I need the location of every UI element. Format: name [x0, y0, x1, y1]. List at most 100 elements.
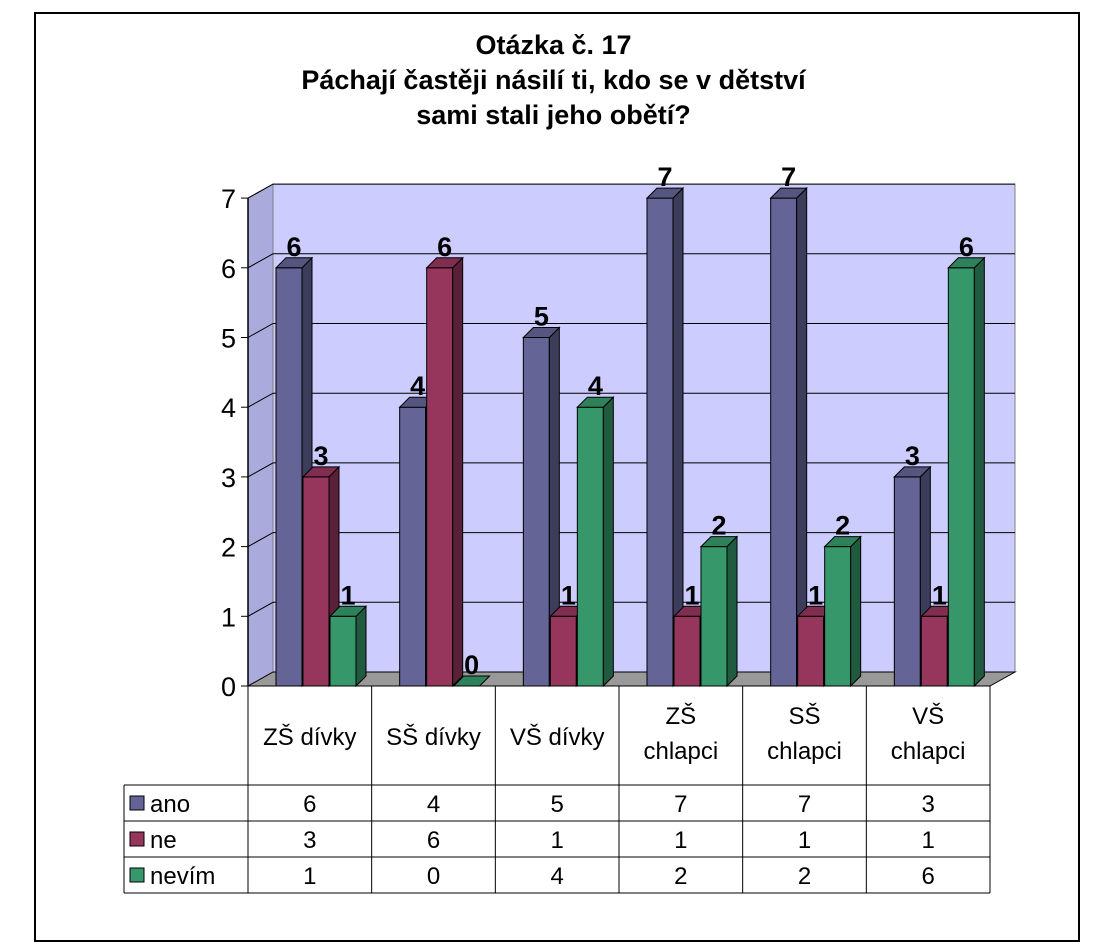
bar-front [646, 197, 674, 687]
gridline [247, 532, 1015, 548]
data-label: 6 [286, 232, 301, 262]
category-label: SŠ [788, 702, 820, 730]
table-cell: 1 [303, 863, 316, 890]
bar-front [824, 546, 852, 687]
table-cell: 2 [674, 863, 687, 890]
bar-top [328, 605, 368, 617]
bar-top [576, 396, 615, 408]
bar-side [973, 256, 985, 688]
category-label: chlapci [891, 738, 966, 765]
bar-front [920, 615, 948, 687]
data-label: 7 [657, 162, 672, 192]
table-cell: 1 [798, 827, 811, 854]
bar-front [549, 615, 577, 687]
bar-top [452, 675, 491, 687]
data-label: 3 [905, 441, 920, 471]
y-tick-label: 2 [221, 533, 236, 563]
bar-top [645, 187, 685, 199]
table-cell: 6 [921, 863, 934, 890]
y-tick-label: 4 [221, 393, 236, 423]
table-cell: 1 [921, 827, 934, 854]
category-label: chlapci [767, 738, 842, 765]
table-cell: 4 [550, 863, 563, 890]
bar-chart-3d: 0 1 2 3 4 5 6 7 6 4 5 7 7 3 3 6 1 1 1 1 1 0 4 2 2 6 ZŠ dívky SŠ dív… [123, 162, 1017, 894]
bar-front [426, 267, 454, 687]
bar-top [699, 536, 739, 548]
data-label: 1 [561, 580, 576, 610]
data-label: 5 [534, 302, 549, 332]
bar-top [522, 327, 561, 338]
y-tick-label: 5 [221, 324, 236, 354]
y-tick-label: 7 [221, 184, 236, 214]
bar-nevím [576, 395, 615, 688]
table-cell: 6 [303, 791, 316, 818]
table-cell: 2 [798, 863, 811, 890]
data-table: ZŠ dívky SŠ dívky VŠ dívky ZŠ chlapci SŠ chlap… [123, 686, 991, 894]
bar-top [893, 466, 932, 478]
data-label: 2 [835, 511, 850, 541]
bar-top [947, 257, 986, 269]
data-label: 6 [437, 232, 452, 262]
bar-front [399, 406, 427, 687]
bar-ano [274, 256, 314, 688]
bar-front [947, 267, 975, 687]
data-label: 3 [313, 441, 328, 471]
y-tick-label: 1 [221, 602, 236, 632]
bar-side [355, 605, 367, 688]
legend-label: ne [150, 827, 177, 854]
table-cell: 3 [303, 827, 316, 854]
legend-key [129, 795, 145, 811]
table-cell: 3 [921, 791, 934, 818]
gridline [247, 183, 1015, 199]
legend-key [129, 867, 145, 883]
bar-front [700, 546, 728, 687]
chart-title: Otázka č. 17 Páchají častěji násilí ti, … [0, 28, 1107, 133]
bar-side [726, 535, 738, 688]
legend-label: ano [150, 791, 190, 818]
bar-front [770, 197, 798, 687]
data-label: 4 [588, 371, 603, 401]
category-label: VŠ [912, 702, 944, 730]
bar-front [576, 406, 604, 687]
bar-side [850, 535, 862, 688]
bar-nevím [947, 256, 986, 688]
bar-ano [522, 326, 561, 688]
data-label: 6 [959, 232, 974, 262]
gridline [247, 462, 1015, 478]
data-label: 7 [781, 162, 796, 192]
table-cell: 5 [550, 791, 563, 818]
table-cell: 4 [427, 791, 440, 818]
y-tick-label: 3 [221, 463, 236, 493]
gridline [247, 253, 1015, 269]
category-label: chlapci [643, 738, 718, 765]
bar-ne [425, 256, 464, 688]
bar-side [602, 395, 614, 688]
table-cell: 6 [427, 827, 440, 854]
y-tick-label: 6 [221, 254, 236, 284]
bar-nevím [823, 535, 862, 688]
category-label: ZŠ dívky [263, 723, 356, 751]
chart-title-line: Otázka č. 17 [475, 30, 632, 60]
bar-front [797, 615, 825, 687]
category-label: ZŠ [665, 702, 696, 730]
data-label: 1 [684, 580, 699, 610]
data-label: 1 [932, 580, 947, 610]
category-label: VŠ dívky [510, 723, 605, 751]
bar-nevím [452, 675, 491, 687]
bar-ano [645, 186, 685, 688]
table-cell: 7 [798, 791, 811, 818]
bar-top [301, 466, 341, 478]
table-cell: 1 [674, 827, 687, 854]
data-label: 0 [464, 650, 479, 680]
bar-front [302, 476, 330, 687]
bar-front [329, 615, 357, 687]
table-cell: 0 [427, 863, 440, 890]
table-cell: 1 [550, 827, 563, 854]
gridline [247, 392, 1015, 408]
legend-key [129, 831, 145, 847]
bar-front [893, 476, 921, 687]
table-cell: 7 [674, 791, 687, 818]
category-label: SŠ dívky [386, 723, 481, 751]
data-label: 2 [711, 511, 726, 541]
data-label: 1 [808, 580, 823, 610]
